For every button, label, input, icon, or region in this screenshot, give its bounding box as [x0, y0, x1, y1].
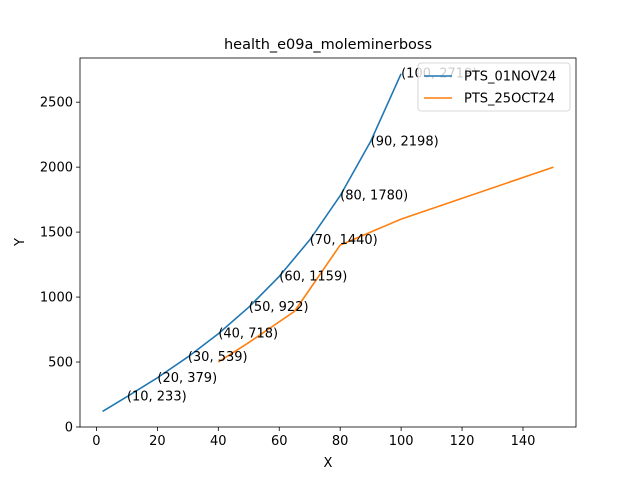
x-tick-label: 60: [271, 434, 288, 449]
y-tick-label: 1500: [40, 226, 73, 241]
x-tick-label: 80: [332, 434, 349, 449]
data-label: (90, 2198): [371, 134, 439, 149]
x-axis-label: X: [324, 456, 333, 471]
legend-box: [417, 62, 571, 112]
plot-area: 0 20 40 60 80 100 120 140 0 500 1000 1500 2000 2500 (1…: [40, 57, 577, 449]
x-tick-label: 120: [450, 434, 475, 449]
chart-title: health_e09a_moleminerboss: [224, 37, 432, 53]
series-line-1: [102, 73, 402, 413]
x-tick-label: 100: [389, 434, 414, 449]
legend-label: PTS_25OCT24: [464, 92, 555, 107]
legend-label: PTS_01NOV24: [464, 70, 556, 85]
y-tick-label: 0: [65, 421, 73, 436]
axes-frame: [79, 57, 577, 428]
x-tick-label: 20: [149, 434, 166, 449]
data-label: (30, 539): [188, 350, 248, 365]
series-line-2: [217, 166, 554, 363]
data-label: (50, 922): [249, 300, 309, 315]
data-label: (40, 718): [218, 327, 278, 342]
x-tick-label: 0: [92, 434, 100, 449]
y-tick-label: 500: [48, 356, 73, 371]
x-tick-label: 140: [511, 434, 536, 449]
data-label: (10, 233): [127, 390, 187, 405]
data-label: (80, 1780): [340, 189, 408, 204]
data-label: (60, 1159): [279, 269, 347, 284]
y-tick-label: 2000: [40, 161, 73, 176]
x-tick-label: 40: [210, 434, 227, 449]
data-label: (20, 379): [157, 371, 217, 386]
data-label: (70, 1440): [310, 233, 378, 248]
y-tick-label: 2500: [40, 96, 73, 111]
y-tick-label: 1000: [40, 291, 73, 306]
y-axis-label: Y: [13, 238, 28, 247]
